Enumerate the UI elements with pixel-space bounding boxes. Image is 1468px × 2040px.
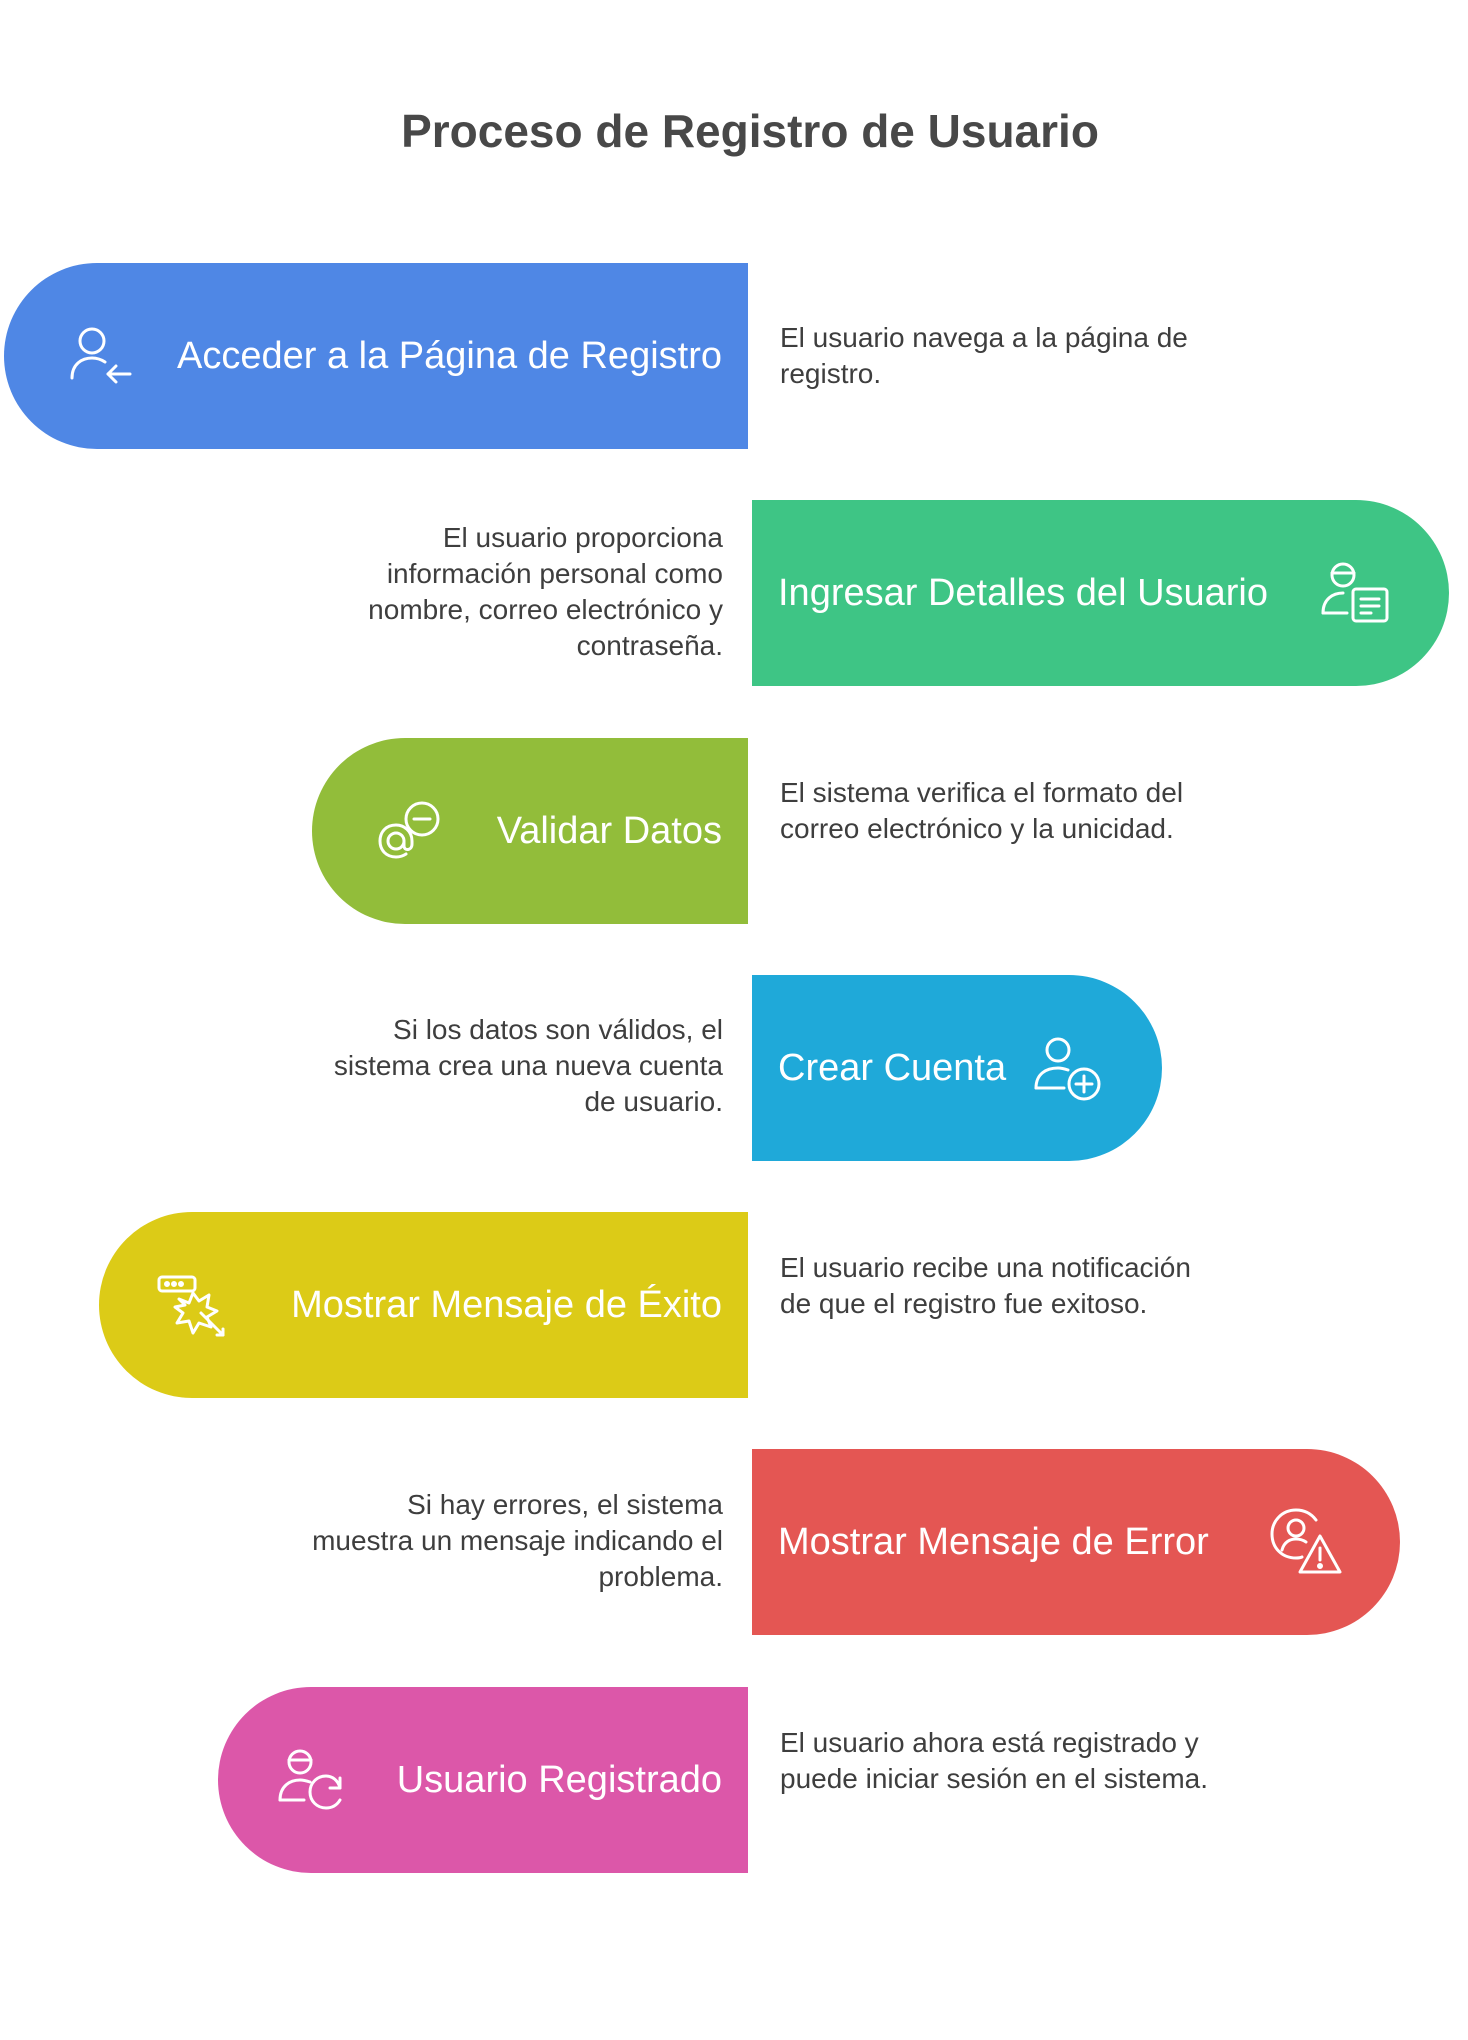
user-form-icon — [1315, 553, 1395, 633]
user-warning-icon — [1266, 1502, 1346, 1582]
step-1-pill: Acceder a la Página de Registro — [4, 263, 748, 449]
step-6-label: Mostrar Mensaje de Error — [778, 1520, 1209, 1563]
step-3-description: El sistema verifica el formato del corre… — [780, 777, 1184, 844]
step-2-description: El usuario proporciona información perso… — [368, 522, 723, 661]
success-burst-icon — [153, 1265, 233, 1345]
step-3-label: Validar Datos — [496, 809, 722, 852]
step-2-pill: Ingresar Detalles del Usuario — [752, 500, 1449, 686]
step-4-description: Si los datos son válidos, el sistema cre… — [333, 1014, 723, 1117]
step-3-pill: Validar Datos — [312, 738, 748, 924]
user-arrow-left-icon — [58, 316, 138, 396]
user-refresh-icon — [272, 1740, 352, 1820]
step-4-label: Crear Cuenta — [778, 1046, 1007, 1089]
step-5-label: Mostrar Mensaje de Éxito — [291, 1283, 722, 1326]
step-7-pill: Usuario Registrado — [218, 1687, 748, 1873]
step-6-description: Si hay errores, el sistema muestra un me… — [312, 1489, 723, 1592]
step-6-pill: Mostrar Mensaje de Error — [752, 1449, 1400, 1635]
step-7-description: El usuario ahora está registrado y puede… — [780, 1727, 1209, 1794]
step-1-description: El usuario navega a la página de registr… — [780, 322, 1188, 389]
step-4-pill: Crear Cuenta — [752, 975, 1162, 1161]
step-1-label: Acceder a la Página de Registro — [177, 334, 722, 377]
step-7-label: Usuario Registrado — [396, 1758, 722, 1801]
step-5-pill: Mostrar Mensaje de Éxito — [99, 1212, 748, 1398]
user-plus-icon — [1028, 1028, 1108, 1108]
diagram-title: Proceso de Registro de Usuario — [401, 105, 1099, 157]
at-minus-icon — [366, 791, 446, 871]
step-2-label: Ingresar Detalles del Usuario — [778, 571, 1269, 614]
step-5-description: El usuario recibe una notificación de qu… — [780, 1252, 1191, 1319]
